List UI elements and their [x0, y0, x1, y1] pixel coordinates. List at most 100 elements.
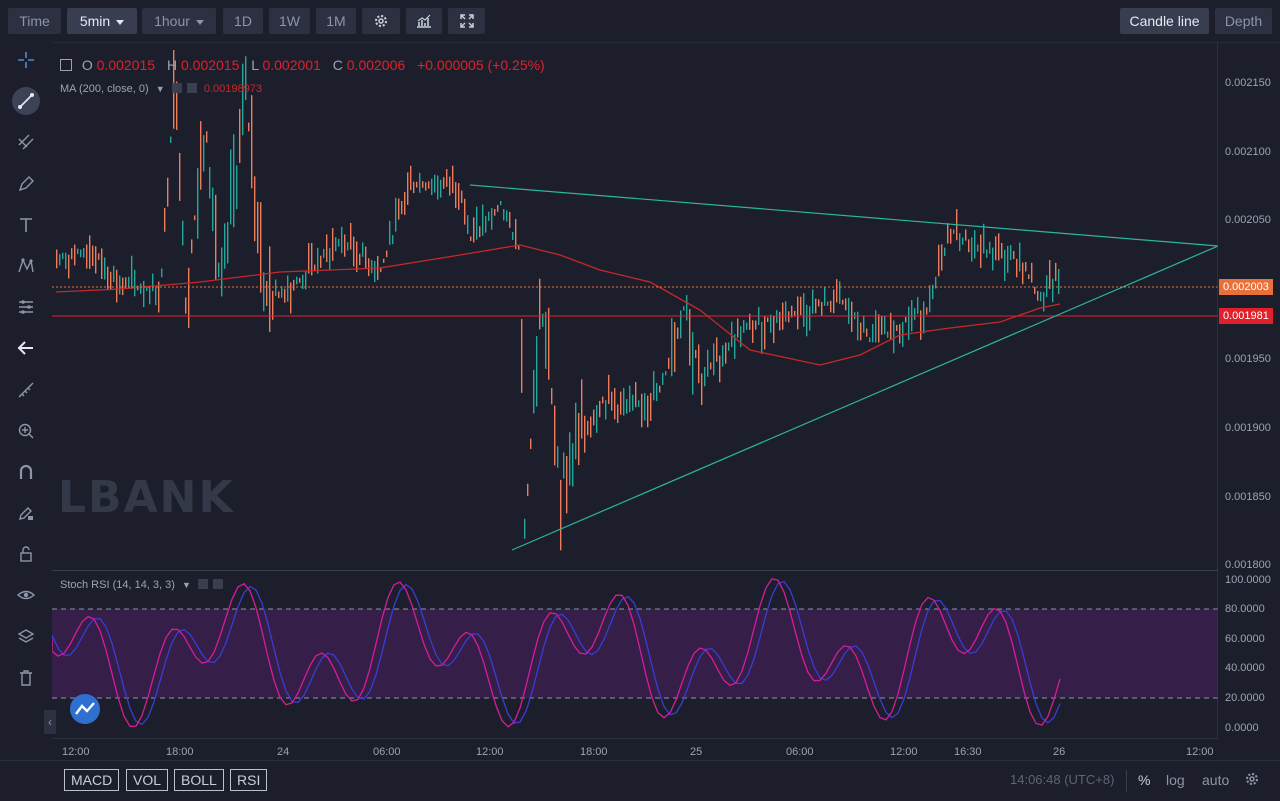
logo-badge-icon[interactable]: [70, 694, 100, 724]
candle: [122, 277, 124, 296]
text-icon[interactable]: [12, 211, 40, 239]
interval-1d-button[interactable]: 1D: [223, 8, 263, 34]
interval-5min-button[interactable]: 5min: [67, 8, 137, 34]
candle: [239, 109, 241, 163]
back-arrow-icon[interactable]: [12, 334, 40, 362]
settings-button[interactable]: [362, 8, 400, 34]
candle: [863, 315, 865, 333]
interval-1m-button[interactable]: 1M: [316, 8, 356, 34]
lock-pencil-icon[interactable]: [12, 499, 40, 527]
ruler-icon[interactable]: [12, 376, 40, 404]
magnet-icon[interactable]: [12, 458, 40, 486]
candle: [800, 296, 802, 316]
indicators-button[interactable]: [406, 8, 442, 34]
pattern-icon[interactable]: [12, 252, 40, 280]
candle: [407, 172, 409, 205]
candle: [932, 284, 934, 300]
candle: [554, 405, 556, 466]
lock-icon[interactable]: [12, 540, 40, 568]
boll-button[interactable]: BOLL: [174, 769, 224, 791]
trend-line-icon[interactable]: [12, 87, 40, 115]
candle: [497, 205, 499, 212]
stoch-tick: 80.0000: [1225, 603, 1265, 615]
candle: [179, 152, 181, 201]
candle: [560, 479, 562, 551]
multi-line-icon[interactable]: [12, 128, 40, 156]
candle: [605, 400, 607, 420]
candle: [806, 304, 808, 337]
collapse-sidebar-button[interactable]: ‹: [44, 710, 56, 734]
candle: [491, 208, 493, 230]
candle: [593, 409, 595, 426]
gear-icon: [1246, 773, 1258, 785]
macd-button[interactable]: MACD: [64, 769, 120, 791]
candle: [197, 168, 199, 239]
candle: [83, 248, 85, 258]
candle: [608, 374, 610, 405]
interval-1hour-button[interactable]: 1hour: [142, 8, 216, 34]
chevron-down-icon[interactable]: ▼: [182, 580, 191, 590]
time-tick: 25: [690, 746, 703, 758]
candle: [395, 197, 397, 232]
time-tick: 26: [1053, 746, 1066, 758]
candle: [218, 262, 220, 278]
chevron-down-icon[interactable]: ▼: [155, 84, 165, 94]
candle: [845, 298, 847, 311]
time-tick: 06:00: [786, 746, 814, 758]
fullscreen-button[interactable]: [448, 8, 485, 34]
gear-icon[interactable]: [171, 83, 182, 93]
log-scale-button[interactable]: log: [1166, 772, 1185, 788]
candle: [170, 136, 172, 143]
interval-5min-label: 5min: [79, 13, 111, 29]
candle: [380, 268, 382, 273]
candle: [323, 248, 325, 258]
candle: [770, 314, 772, 333]
depth-button[interactable]: Depth: [1215, 8, 1272, 34]
candle: [77, 248, 79, 255]
gear-icon[interactable]: [198, 579, 208, 589]
price-tick: 0.001800: [1225, 559, 1271, 571]
collapse-legend-icon[interactable]: [60, 59, 72, 71]
price-chart[interactable]: [52, 42, 1218, 739]
crosshair-icon[interactable]: [12, 46, 40, 74]
candle: [968, 239, 970, 253]
chart-area[interactable]: LBANK O 0.002015 H 0.002015 L 0.002001 C…: [52, 42, 1218, 739]
stoch-legend: Stoch RSI (14, 14, 3, 3) ▼: [60, 579, 224, 591]
candle: [311, 243, 313, 276]
candle: [659, 385, 661, 393]
candle: [350, 222, 352, 250]
candle: [692, 332, 694, 395]
candle: [362, 242, 364, 257]
candle: [467, 215, 469, 235]
candle: [935, 276, 937, 289]
zoom-in-icon[interactable]: [12, 417, 40, 445]
stoch-tick: 40.0000: [1225, 662, 1265, 674]
candle: [881, 315, 883, 335]
close-icon[interactable]: [186, 83, 197, 93]
rsi-button[interactable]: RSI: [230, 769, 268, 791]
candle-line-button[interactable]: Candle line: [1120, 8, 1209, 34]
measure-icon[interactable]: [12, 293, 40, 321]
chart-settings-button[interactable]: [1244, 771, 1260, 792]
candle: [101, 248, 103, 279]
auto-scale-button[interactable]: auto: [1202, 772, 1230, 788]
layers-icon[interactable]: [12, 623, 40, 651]
close-icon[interactable]: [213, 579, 224, 589]
candle: [500, 200, 502, 206]
trash-icon[interactable]: [12, 664, 40, 692]
candle: [707, 349, 709, 377]
candle: [215, 194, 217, 281]
close-value: 0.002006: [346, 57, 406, 73]
eye-icon[interactable]: [12, 581, 40, 609]
candle: [653, 370, 655, 401]
divider: [1126, 770, 1127, 792]
time-button[interactable]: Time: [8, 8, 61, 34]
pen-icon[interactable]: [12, 170, 40, 198]
candle: [509, 211, 511, 228]
candle: [446, 169, 448, 187]
percent-scale-button[interactable]: %: [1138, 772, 1151, 788]
vol-button[interactable]: VOL: [126, 769, 169, 791]
interval-1w-button[interactable]: 1W: [269, 8, 310, 34]
candle: [587, 420, 589, 436]
candle: [533, 369, 535, 414]
